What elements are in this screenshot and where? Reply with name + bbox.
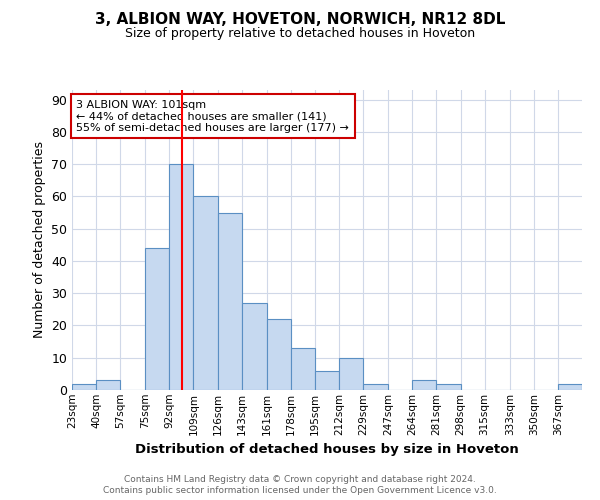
Bar (363, 384, 388, 390)
Bar (436, 384, 461, 390)
Bar (558, 384, 582, 390)
Text: Contains public sector information licensed under the Open Government Licence v3: Contains public sector information licen… (103, 486, 497, 495)
Bar (267, 319, 291, 390)
Bar (96, 380, 120, 390)
Bar (339, 358, 363, 390)
Bar (315, 370, 339, 390)
Text: 3 ALBION WAY: 101sqm
← 44% of detached houses are smaller (141)
55% of semi-deta: 3 ALBION WAY: 101sqm ← 44% of detached h… (76, 100, 349, 133)
Text: Contains HM Land Registry data © Crown copyright and database right 2024.: Contains HM Land Registry data © Crown c… (124, 475, 476, 484)
Bar (291, 348, 315, 390)
Bar (218, 212, 242, 390)
Bar (412, 380, 436, 390)
Text: 3, ALBION WAY, HOVETON, NORWICH, NR12 8DL: 3, ALBION WAY, HOVETON, NORWICH, NR12 8D… (95, 12, 505, 28)
Bar (169, 164, 193, 390)
Text: Size of property relative to detached houses in Hoveton: Size of property relative to detached ho… (125, 28, 475, 40)
Y-axis label: Number of detached properties: Number of detached properties (32, 142, 46, 338)
Bar (242, 303, 267, 390)
X-axis label: Distribution of detached houses by size in Hoveton: Distribution of detached houses by size … (135, 443, 519, 456)
Bar (193, 196, 218, 390)
Bar (145, 248, 169, 390)
Bar (72, 384, 96, 390)
